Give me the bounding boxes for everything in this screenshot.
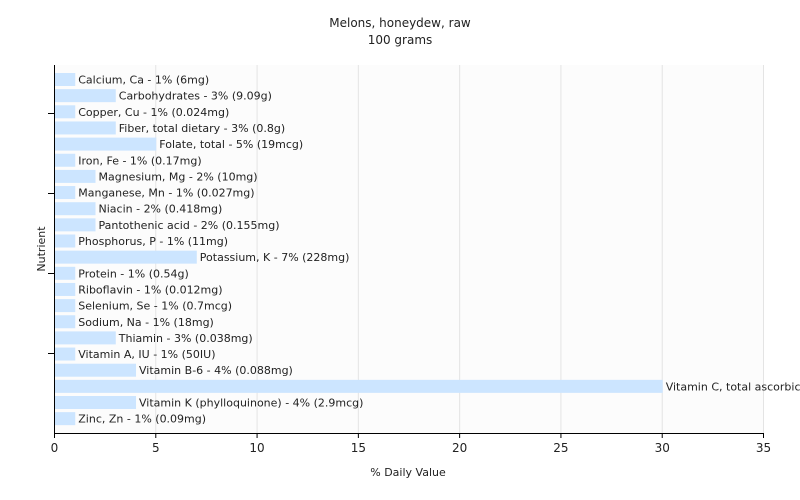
bar-label: Manganese, Mn - 1% (0.027mg) <box>78 187 254 200</box>
bar-label: Pantothenic acid - 2% (0.155mg) <box>99 219 280 232</box>
bar-label: Thiamin - 3% (0.038mg) <box>118 332 253 345</box>
x-tick-label: 15 <box>351 441 366 455</box>
bar-label: Vitamin C, total ascorbic acid - 30% (18… <box>666 380 800 393</box>
x-tick-label: 10 <box>249 441 264 455</box>
x-axis-title: % Daily Value <box>370 466 446 479</box>
x-tick-label: 35 <box>756 441 771 455</box>
bar <box>55 299 76 313</box>
bar-label: Iron, Fe - 1% (0.17mg) <box>78 154 201 167</box>
bar-label: Niacin - 2% (0.418mg) <box>99 203 223 216</box>
bar-label: Copper, Cu - 1% (0.024mg) <box>78 106 229 119</box>
plot-area <box>54 65 763 433</box>
bar <box>55 315 76 329</box>
x-tick-label: 25 <box>553 441 568 455</box>
x-tick-label: 5 <box>152 441 160 455</box>
chart-subtitle: 100 grams <box>367 33 433 47</box>
bar <box>55 169 96 183</box>
bar-label: Sodium, Na - 1% (18mg) <box>78 316 214 329</box>
bar-label: Phosphorus, P - 1% (11mg) <box>78 235 228 248</box>
bar <box>55 137 157 151</box>
bar-label: Magnesium, Mg - 2% (10mg) <box>99 170 258 183</box>
bar <box>55 105 76 119</box>
bar-label: Calcium, Ca - 1% (6mg) <box>78 74 209 87</box>
bar-label: Protein - 1% (0.54g) <box>78 267 189 280</box>
bar-label: Fiber, total dietary - 3% (0.8g) <box>119 122 285 135</box>
bar <box>55 121 116 135</box>
bar <box>55 234 76 248</box>
bar <box>55 412 76 426</box>
y-axis-title: Nutrient <box>35 226 48 272</box>
bar-label: Vitamin A, IU - 1% (50IU) <box>78 348 215 361</box>
bar-label: Selenium, Se - 1% (0.7mcg) <box>78 300 232 313</box>
bar <box>55 282 76 296</box>
bar-label: Folate, total - 5% (19mcg) <box>159 138 303 151</box>
bar <box>55 363 137 377</box>
bar <box>55 186 76 200</box>
x-tick-label: 30 <box>655 441 670 455</box>
chart-title: Melons, honeydew, raw <box>329 16 471 30</box>
bar <box>55 202 96 216</box>
bar <box>55 73 76 86</box>
bar-label: Potassium, K - 7% (228mg) <box>200 251 350 264</box>
bar <box>55 331 116 345</box>
bar <box>55 379 663 393</box>
x-tick-label: 0 <box>51 441 59 455</box>
bar-label: Zinc, Zn - 1% (0.09mg) <box>78 413 206 426</box>
bar <box>55 153 76 167</box>
bar <box>55 250 197 264</box>
bar-label: Vitamin K (phylloquinone) - 4% (2.9mcg) <box>139 397 363 410</box>
bar <box>55 266 76 280</box>
bar <box>55 396 137 409</box>
bar-label: Riboflavin - 1% (0.012mg) <box>78 283 222 296</box>
bar-label: Vitamin B-6 - 4% (0.088mg) <box>139 364 293 377</box>
bar-label: Carbohydrates - 3% (9.09g) <box>119 90 272 103</box>
bar <box>55 218 96 232</box>
x-tick-label: 20 <box>452 441 467 455</box>
bar <box>55 89 116 103</box>
bar <box>55 347 76 361</box>
